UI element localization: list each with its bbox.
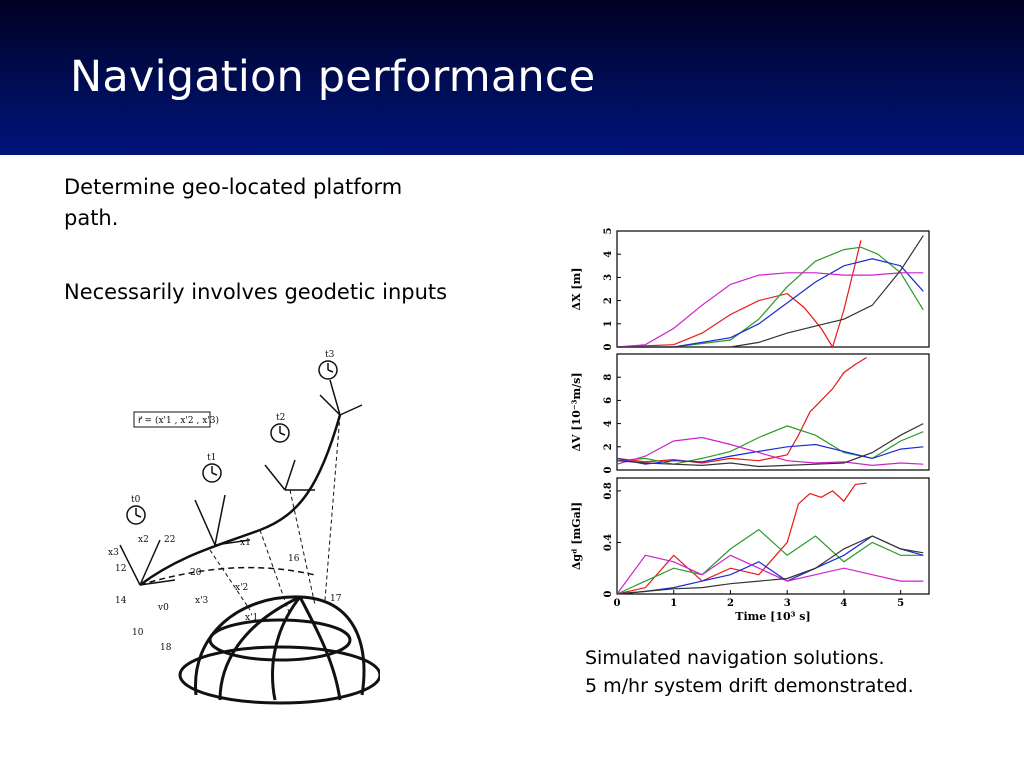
- x-tick-label: 0: [614, 598, 621, 609]
- projection-lines: [209, 414, 341, 616]
- series-line-0: [616, 240, 862, 349]
- figure-caption: Simulated navigation solutions. 5 m/hr s…: [585, 644, 914, 700]
- series-line-1: [616, 528, 924, 595]
- label-x3-prime: x'3: [195, 596, 209, 606]
- slide-title: Navigation performance: [70, 52, 596, 102]
- y-tick-label: 5: [603, 227, 614, 234]
- label-x1-prime: x'1: [245, 613, 258, 623]
- series-line-0: [616, 356, 867, 464]
- series-line-3: [616, 554, 924, 595]
- label-14: 14: [115, 596, 127, 606]
- label-t0: t0: [131, 495, 141, 505]
- series-line-3: [616, 436, 924, 467]
- caption-line-2: 5 m/hr system drift demonstrated.: [585, 675, 914, 697]
- label-t3: t3: [325, 350, 335, 360]
- x-tick-label: 3: [784, 598, 791, 609]
- series-line-1: [617, 246, 924, 348]
- series-line-0: [616, 482, 867, 595]
- series-line-2: [617, 258, 924, 348]
- label-x3: x3: [108, 548, 119, 558]
- label-v0: v0: [157, 603, 169, 613]
- x-tick-label: 5: [897, 598, 904, 609]
- y-axis-label: ΔV [10⁻³m/s]: [570, 372, 583, 451]
- series-line-3: [616, 272, 924, 348]
- y-axis-label: Δgᵈ [mGal]: [570, 502, 583, 570]
- x-tick-label: 2: [727, 598, 734, 609]
- frame-axes: [119, 379, 363, 586]
- position-vector-formula: r⃗ = (x'1 , x'2 , x'3): [138, 415, 219, 426]
- navigation-solution-charts: 0 1 2 3 4 5 ΔX [m] 0 2 4 6 8 ΔV [10⁻³m/s] 0 0.4 0.8 Δgᵈ …: [570, 227, 930, 623]
- label-12: 12: [115, 564, 126, 574]
- series-line-4: [616, 423, 924, 468]
- position-vector-box: [133, 411, 211, 428]
- x-tick-label: 1: [670, 598, 677, 609]
- x-axis-label: Time [10³ s]: [735, 610, 810, 623]
- chart-panel-0: 0 1 2 3 4 5 ΔX [m]: [570, 227, 930, 350]
- time-clocks: [126, 360, 338, 525]
- label-x1: x1: [240, 538, 251, 548]
- slide-header: Navigation performance: [0, 0, 1024, 155]
- globe-wireframe: [178, 595, 380, 705]
- trajectory-diagram: r⃗ = (x'1 , x'2 , x'3) t0 t1 t2 t3 x1 x2…: [108, 350, 380, 705]
- y-axis-label: ΔX [m]: [570, 268, 583, 311]
- chart-panel-1: 0 2 4 6 8 ΔV [10⁻³m/s]: [570, 353, 930, 473]
- label-t1: t1: [207, 453, 216, 463]
- label-20: 20: [190, 568, 202, 578]
- y-tick-label: 0: [603, 343, 614, 350]
- series-line-1: [616, 425, 924, 465]
- plot-frame: [616, 353, 930, 471]
- y-tick-label: 0.4: [603, 534, 614, 551]
- y-tick-label: 8: [603, 374, 614, 381]
- label-x2-prime: x'2: [235, 583, 248, 593]
- label-18: 18: [160, 643, 172, 653]
- y-tick-label: 6: [603, 397, 614, 404]
- label-16: 16: [288, 554, 300, 564]
- x-tick-label: 4: [840, 598, 847, 609]
- y-tick-label: 0.8: [603, 482, 614, 499]
- series-line-2: [616, 443, 924, 465]
- series-line-4: [617, 235, 924, 348]
- label-17: 17: [330, 594, 342, 604]
- y-tick-label: 4: [603, 420, 614, 427]
- chart-panel-2: 0 0.4 0.8 Δgᵈ [mGal] 0 1 2 3 4 5 Time [10³ s]: [570, 477, 930, 623]
- y-tick-label: 4: [603, 251, 614, 258]
- y-tick-label: 0: [603, 590, 614, 597]
- y-tick-label: 2: [603, 297, 614, 304]
- series-line-4: [616, 535, 924, 595]
- label-x2: x2: [138, 535, 149, 545]
- y-tick-label: 1: [603, 320, 614, 327]
- y-tick-label: 2: [603, 443, 614, 450]
- label-22: 22: [164, 535, 175, 545]
- y-tick-label: 3: [603, 274, 614, 281]
- plot-frame: [616, 230, 930, 348]
- bullet-geodetic-inputs: Necessarily involves geodetic inputs: [64, 280, 448, 304]
- label-10: 10: [132, 628, 144, 638]
- label-t2: t2: [276, 413, 285, 423]
- trajectory-path: [139, 414, 342, 587]
- caption-line-1: Simulated navigation solutions.: [585, 647, 885, 669]
- y-tick-label: 0: [603, 466, 614, 473]
- bullet-platform-path: Determine geo-located platform path.: [64, 175, 403, 230]
